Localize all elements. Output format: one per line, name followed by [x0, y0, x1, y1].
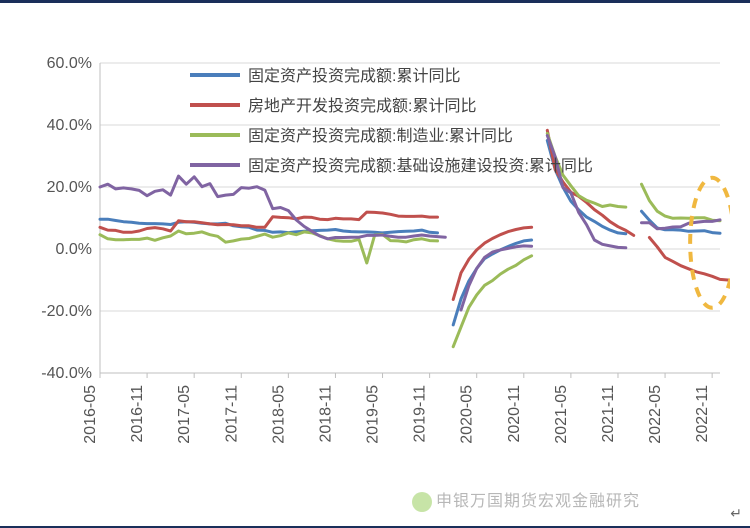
x-tick-label: 2016-11 — [129, 385, 146, 443]
line-chart: -40.0% -20.0% 0.0% 20.0% 40.0% 60.0% 2016-05 20… — [30, 53, 730, 473]
legend-label: 固定资产投资完成额:基础设施建设投资:累计同比 — [248, 157, 593, 175]
return-arrow: ↵ — [730, 505, 742, 522]
x-tick-label: 2017-11 — [223, 385, 240, 443]
x-tick-label: 2020-11 — [506, 385, 523, 443]
y-tick-label: 60.0% — [47, 55, 92, 72]
x-tick-label: 2018-05 — [270, 385, 287, 444]
x-tick-label: 2021-05 — [553, 385, 570, 444]
x-tick-label: 2022-05 — [647, 385, 664, 444]
legend-label: 固定资产投资完成额:制造业:累计同比 — [248, 127, 513, 145]
x-tick-label: 2019-11 — [412, 385, 429, 443]
x-tick-label: 2020-05 — [459, 385, 476, 444]
y-tick-label: -20.0% — [41, 303, 92, 320]
y-tick-label: 40.0% — [47, 117, 92, 134]
watermark-text: 申银万国期货宏观金融研究 — [436, 493, 640, 510]
watermark: 申银万国期货宏观金融研究 — [412, 487, 640, 512]
x-tick-label: 2018-11 — [317, 385, 334, 443]
x-tick-label: 2017-05 — [176, 385, 193, 444]
x-tick-label: 2021-11 — [600, 385, 617, 443]
y-tick-label: 20.0% — [47, 179, 92, 196]
y-tick-label: 0.0% — [56, 241, 92, 258]
highlight-ellipse — [690, 178, 730, 308]
chart-container: -40.0% -20.0% 0.0% 20.0% 40.0% 60.0% 2016-05 20… — [30, 53, 730, 473]
wechat-icon — [412, 492, 432, 512]
x-tick-label: 2022-11 — [694, 385, 711, 443]
x-tick-label: 2019-05 — [365, 385, 382, 444]
legend-label: 房地产开发投资完成额:累计同比 — [248, 97, 476, 115]
x-tick-label: 2016-05 — [82, 385, 99, 444]
legend-label: 固定资产投资完成额:累计同比 — [248, 67, 460, 85]
chart-frame: -40.0% -20.0% 0.0% 20.0% 40.0% 60.0% 2016-05 20… — [0, 0, 750, 528]
series-line — [100, 130, 728, 299]
y-tick-label: -40.0% — [41, 365, 92, 382]
